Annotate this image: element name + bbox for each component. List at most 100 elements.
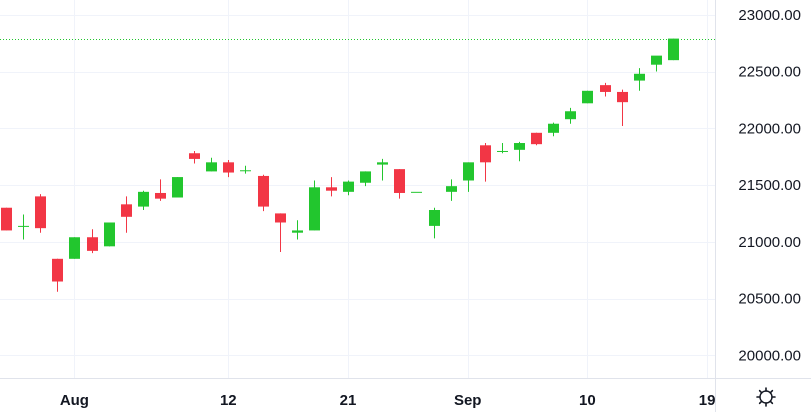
candle-up[interactable] xyxy=(446,179,457,201)
candle-body xyxy=(189,153,200,159)
candle-up[interactable] xyxy=(548,122,559,137)
candle-body xyxy=(87,237,98,251)
x-tick-label: 10 xyxy=(579,392,596,409)
candle-body xyxy=(172,177,183,198)
candle-down[interactable] xyxy=(52,258,63,292)
candle-body xyxy=(497,150,508,152)
candle-body xyxy=(343,181,354,192)
candle-body xyxy=(138,191,149,207)
candle-up[interactable] xyxy=(497,143,508,154)
candle-up[interactable] xyxy=(651,55,662,72)
candle-up[interactable] xyxy=(565,107,576,124)
x-tick-label: Aug xyxy=(60,392,89,409)
candle-up[interactable] xyxy=(582,90,593,104)
candle-body xyxy=(1,207,12,231)
candle-body xyxy=(275,213,286,223)
candle-body xyxy=(377,162,388,165)
candle-up[interactable] xyxy=(668,38,679,61)
candle-body xyxy=(309,187,320,231)
candle-down[interactable] xyxy=(155,179,166,201)
candle-body xyxy=(326,187,337,191)
candle-body xyxy=(446,186,457,192)
candle-body xyxy=(565,111,576,120)
y-tick-label: 20500.00 xyxy=(738,291,801,308)
candle-up[interactable] xyxy=(429,207,440,239)
time-axis[interactable]: Aug 12 21 Sep 10 19 xyxy=(0,378,811,410)
x-tick-label: 19 xyxy=(699,392,716,409)
candle-body xyxy=(206,162,217,172)
candle-body xyxy=(514,143,525,150)
candle-up[interactable] xyxy=(343,180,354,196)
candle-up[interactable] xyxy=(172,177,183,198)
candle-down[interactable] xyxy=(35,194,46,233)
gear-icon[interactable] xyxy=(756,387,776,407)
candle-down[interactable] xyxy=(275,213,286,252)
candle-body xyxy=(463,162,474,181)
candle-body xyxy=(617,91,628,103)
candle-body xyxy=(634,73,645,81)
candle-body xyxy=(668,38,679,61)
candle-up[interactable] xyxy=(240,165,251,174)
x-tick-label: 21 xyxy=(340,392,357,409)
y-tick-label: 22500.00 xyxy=(738,64,801,81)
candle-body xyxy=(651,55,662,65)
candle-down[interactable] xyxy=(326,177,337,197)
candle-down[interactable] xyxy=(600,82,611,97)
y-tick-label: 22000.00 xyxy=(738,120,801,137)
candle-body xyxy=(52,258,63,282)
candle-up[interactable] xyxy=(206,157,217,172)
candle-body xyxy=(35,196,46,229)
candle-body xyxy=(531,132,542,145)
y-tick-label: 20000.00 xyxy=(738,347,801,364)
candle-up[interactable] xyxy=(138,190,149,210)
x-tick-label: 12 xyxy=(220,392,237,409)
candle-body xyxy=(480,145,491,163)
candle-body xyxy=(548,123,559,133)
candle-down[interactable] xyxy=(480,143,491,182)
candle-down[interactable] xyxy=(617,89,628,126)
candle-up[interactable] xyxy=(69,237,80,259)
candle-body xyxy=(104,222,115,247)
candle-down[interactable] xyxy=(258,174,269,212)
candle-down[interactable] xyxy=(223,160,234,178)
candle-up[interactable] xyxy=(377,158,388,181)
gear-ring xyxy=(759,390,773,404)
candle-body xyxy=(223,162,234,173)
candle-up[interactable] xyxy=(411,191,422,193)
candle-down[interactable] xyxy=(121,196,132,233)
candle-down[interactable] xyxy=(189,150,200,164)
candle-up[interactable] xyxy=(514,141,525,162)
candle-body xyxy=(18,225,29,227)
candle-body xyxy=(292,230,303,233)
candle-body xyxy=(121,204,132,217)
y-tick-label: 21000.00 xyxy=(738,234,801,251)
candle-up[interactable] xyxy=(104,222,115,247)
candle-down[interactable] xyxy=(1,207,12,231)
candle-body xyxy=(582,90,593,104)
candle-body xyxy=(258,175,269,207)
candle-down[interactable] xyxy=(87,229,98,254)
candle-body xyxy=(600,85,611,92)
candle-up[interactable] xyxy=(360,171,371,187)
candle-body xyxy=(155,192,166,199)
candle-body xyxy=(394,169,405,193)
candle-up[interactable] xyxy=(463,162,474,192)
candle-up[interactable] xyxy=(292,220,303,240)
candle-down[interactable] xyxy=(394,169,405,199)
candle-body xyxy=(429,210,440,226)
candles xyxy=(1,38,679,292)
candle-up[interactable] xyxy=(18,214,29,240)
candle-body xyxy=(69,237,80,259)
x-tick-label: Sep xyxy=(454,392,482,409)
candle-body xyxy=(411,191,422,193)
candle-up[interactable] xyxy=(634,68,645,91)
candle-body xyxy=(360,171,371,183)
candle-down[interactable] xyxy=(531,132,542,146)
candle-up[interactable] xyxy=(309,180,320,231)
price-axis[interactable]: 20000.00 20500.00 21000.00 21500.00 22000.00… xyxy=(715,0,802,412)
candle-body xyxy=(240,170,251,172)
y-tick-label: 23000.00 xyxy=(738,7,801,24)
